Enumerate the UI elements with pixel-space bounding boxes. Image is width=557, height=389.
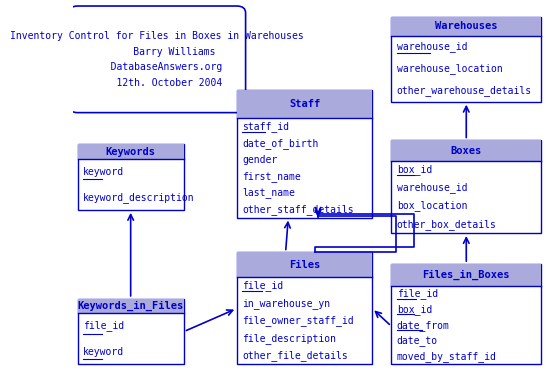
Text: other_box_details: other_box_details bbox=[397, 219, 497, 230]
FancyBboxPatch shape bbox=[69, 6, 246, 113]
Text: keyword: keyword bbox=[83, 166, 124, 177]
Text: in_warehouse_yn: in_warehouse_yn bbox=[242, 298, 330, 309]
Bar bbox=[77, 144, 184, 159]
Text: box_id: box_id bbox=[397, 165, 432, 175]
Text: Files: Files bbox=[289, 260, 320, 270]
Text: file_owner_staff_id: file_owner_staff_id bbox=[242, 315, 354, 326]
Bar bbox=[392, 264, 541, 364]
Text: Keywords: Keywords bbox=[106, 147, 155, 156]
Text: box_id: box_id bbox=[397, 304, 432, 315]
Text: last_name: last_name bbox=[242, 187, 295, 198]
Text: first_name: first_name bbox=[242, 171, 301, 182]
Text: file_id: file_id bbox=[242, 280, 284, 291]
Text: Staff: Staff bbox=[289, 99, 320, 109]
Text: box_location: box_location bbox=[397, 201, 467, 212]
Bar bbox=[392, 140, 541, 233]
Text: other_file_details: other_file_details bbox=[242, 350, 348, 361]
Text: date_to: date_to bbox=[397, 335, 438, 346]
Text: Boxes: Boxes bbox=[451, 145, 482, 156]
Bar bbox=[237, 90, 372, 118]
Text: Inventory Control for Files in Boxes in Warehouses
      Barry Williams
   Datab: Inventory Control for Files in Boxes in … bbox=[11, 31, 304, 88]
Bar bbox=[77, 299, 184, 364]
Text: warehouse_location: warehouse_location bbox=[397, 63, 502, 74]
Text: file_id: file_id bbox=[83, 321, 124, 331]
Bar bbox=[392, 264, 541, 286]
Text: staff_id: staff_id bbox=[242, 121, 289, 132]
Bar bbox=[392, 17, 541, 35]
Text: date_of_birth: date_of_birth bbox=[242, 138, 319, 149]
Text: other_staff_details: other_staff_details bbox=[242, 204, 354, 215]
Text: moved_by_staff_id: moved_by_staff_id bbox=[397, 351, 497, 362]
Bar bbox=[77, 144, 184, 210]
Bar bbox=[237, 252, 372, 277]
Text: other_warehouse_details: other_warehouse_details bbox=[397, 85, 532, 96]
Bar bbox=[77, 299, 184, 313]
Text: Files_in_Boxes: Files_in_Boxes bbox=[423, 270, 510, 280]
Bar bbox=[392, 140, 541, 161]
Text: date_from: date_from bbox=[397, 320, 449, 331]
Bar bbox=[237, 252, 372, 364]
Bar bbox=[237, 90, 372, 218]
Text: keyword_description: keyword_description bbox=[83, 192, 194, 203]
Text: file_id: file_id bbox=[397, 289, 438, 300]
Text: keyword: keyword bbox=[83, 347, 124, 357]
Text: gender: gender bbox=[242, 155, 277, 165]
Text: file_description: file_description bbox=[242, 333, 336, 344]
Text: Keywords_in_Files: Keywords_in_Files bbox=[77, 301, 184, 311]
Text: warehouse_id: warehouse_id bbox=[397, 41, 467, 52]
Text: warehouse_id: warehouse_id bbox=[397, 182, 467, 193]
Text: Warehouses: Warehouses bbox=[435, 21, 497, 31]
Bar bbox=[392, 17, 541, 102]
